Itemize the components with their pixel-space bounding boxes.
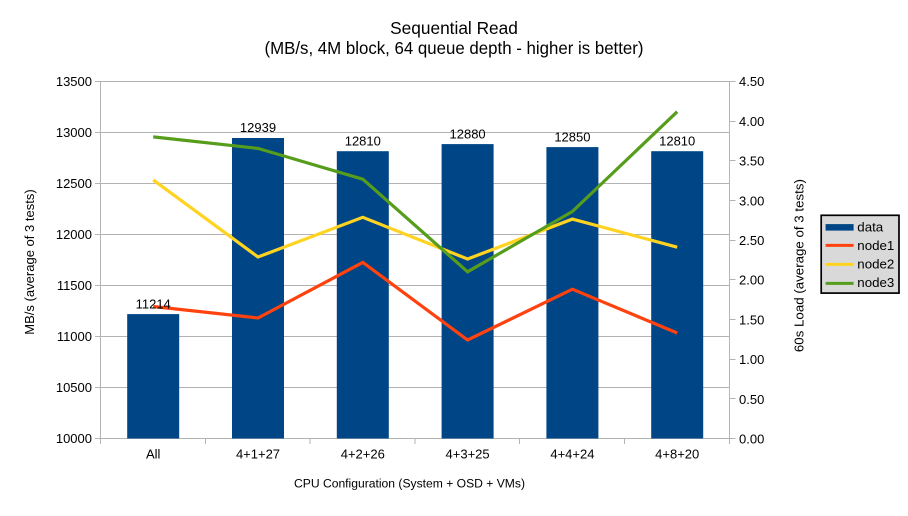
svg-text:11000: 11000 <box>57 329 92 344</box>
svg-text:11500: 11500 <box>57 278 92 293</box>
svg-text:4+1+27: 4+1+27 <box>236 447 280 462</box>
svg-text:3.50: 3.50 <box>739 154 764 169</box>
svg-text:11214: 11214 <box>136 296 171 311</box>
svg-text:All: All <box>146 447 161 462</box>
svg-text:10500: 10500 <box>56 380 92 395</box>
svg-text:node3: node3 <box>857 275 894 290</box>
svg-text:4+8+20: 4+8+20 <box>655 447 699 462</box>
svg-text:13000: 13000 <box>56 125 92 140</box>
svg-text:3.00: 3.00 <box>739 193 764 208</box>
svg-text:12880: 12880 <box>450 126 486 141</box>
svg-text:CPU Configuration (System + OS: CPU Configuration (System + OSD + VMs) <box>294 477 525 491</box>
svg-text:node2: node2 <box>857 257 894 272</box>
svg-text:12850: 12850 <box>554 129 590 144</box>
svg-text:60s Load (average of 3 tests): 60s Load (average of 3 tests) <box>792 179 807 352</box>
svg-text:1.50: 1.50 <box>739 312 764 327</box>
svg-text:12810: 12810 <box>345 133 381 148</box>
svg-text:10000: 10000 <box>56 431 92 446</box>
svg-text:12810: 12810 <box>659 133 695 148</box>
svg-text:0.00: 0.00 <box>739 432 764 447</box>
svg-text:2.00: 2.00 <box>739 273 764 288</box>
svg-text:13500: 13500 <box>56 74 92 89</box>
svg-text:node1: node1 <box>857 238 894 253</box>
svg-text:4.50: 4.50 <box>739 74 764 89</box>
svg-text:4+4+24: 4+4+24 <box>550 447 594 462</box>
svg-text:2.50: 2.50 <box>739 233 764 248</box>
svg-text:12939: 12939 <box>240 120 276 135</box>
svg-text:12000: 12000 <box>56 227 92 242</box>
svg-text:4+3+25: 4+3+25 <box>446 447 490 462</box>
svg-text:Sequential Read: Sequential Read <box>390 18 518 38</box>
svg-text:1.00: 1.00 <box>739 352 764 367</box>
svg-text:data: data <box>857 219 883 234</box>
svg-text:4+2+26: 4+2+26 <box>341 447 385 462</box>
svg-text:(MB/s, 4M block, 64 queue dept: (MB/s, 4M block, 64 queue depth - higher… <box>265 38 644 58</box>
svg-text:4.00: 4.00 <box>739 114 764 129</box>
svg-text:MB/s (average of 3 tests): MB/s (average of 3 tests) <box>22 189 37 335</box>
svg-text:0.50: 0.50 <box>739 392 764 407</box>
svg-text:12500: 12500 <box>56 176 92 191</box>
